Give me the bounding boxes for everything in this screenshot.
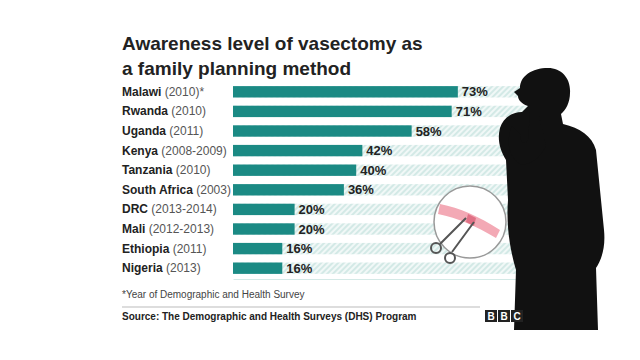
data-label: 16% — [286, 241, 312, 256]
data-label: 36% — [348, 182, 374, 197]
track — [233, 86, 541, 97]
bar — [233, 86, 458, 97]
data-label: 58% — [416, 124, 442, 139]
texts: Malawi (2010)* Rwanda (2010) Uganda (2011)… — [122, 84, 488, 322]
logo-box — [511, 310, 523, 322]
clamp-ring — [445, 253, 455, 263]
data-label: 20% — [299, 222, 325, 237]
category-label: Mali (2012-2013) — [122, 222, 214, 236]
footnote: *Year of Demographic and Health Survey — [122, 289, 305, 300]
category-label: Uganda (2011) — [122, 124, 203, 138]
track — [233, 165, 541, 176]
category-label: Rwanda (2010) — [122, 104, 206, 118]
bar — [233, 184, 344, 195]
track — [233, 106, 541, 117]
bar — [233, 204, 295, 215]
data-label: 40% — [360, 163, 386, 178]
bar — [233, 145, 362, 156]
bar — [233, 243, 282, 254]
clamp-ring — [431, 243, 441, 253]
tube — [438, 204, 500, 238]
clamp — [440, 218, 474, 252]
tracks — [233, 86, 541, 274]
bar — [233, 165, 356, 176]
track — [233, 184, 541, 195]
silhouette-body — [499, 68, 605, 330]
data-label: 71% — [456, 104, 482, 119]
category-label: Kenya (2008-2009) — [122, 144, 227, 158]
silhouette-arm — [509, 112, 546, 164]
category-label: Malawi (2010)* — [122, 85, 204, 99]
zoom-detail — [431, 186, 506, 263]
track — [233, 125, 541, 136]
logo-box — [485, 310, 497, 322]
source: Source: The Demographic and Health Surve… — [122, 311, 417, 322]
chart: Awareness level of vasectomy asa family … — [0, 0, 640, 360]
data-label: 73% — [462, 84, 488, 99]
bars — [233, 86, 458, 274]
category-label: DRC (2013-2014) — [122, 202, 217, 216]
category-label: South Africa (2003) — [122, 183, 231, 197]
data-label: 42% — [366, 143, 392, 158]
data-label: 20% — [299, 202, 325, 217]
tube-cut — [466, 214, 476, 226]
separator — [122, 307, 480, 308]
bar — [233, 263, 282, 274]
logo-text: BBC — [487, 311, 520, 322]
category-label: Tanzania (2010) — [122, 163, 210, 177]
bar — [233, 106, 452, 117]
bar — [233, 125, 412, 136]
track — [233, 263, 541, 274]
background — [0, 0, 640, 360]
bar — [233, 223, 295, 234]
logo-box — [498, 310, 510, 322]
axis-line — [234, 279, 542, 280]
category-label: Nigeria (2013) — [122, 261, 201, 275]
category-label: Ethiopia (2011) — [122, 242, 206, 256]
x-axis — [234, 279, 542, 280]
logo: BBC — [485, 310, 523, 322]
silhouette — [499, 68, 605, 330]
zoom-circle — [434, 186, 506, 258]
data-label: 16% — [286, 261, 312, 276]
title: Awareness level of vasectomy asa family … — [122, 33, 423, 79]
